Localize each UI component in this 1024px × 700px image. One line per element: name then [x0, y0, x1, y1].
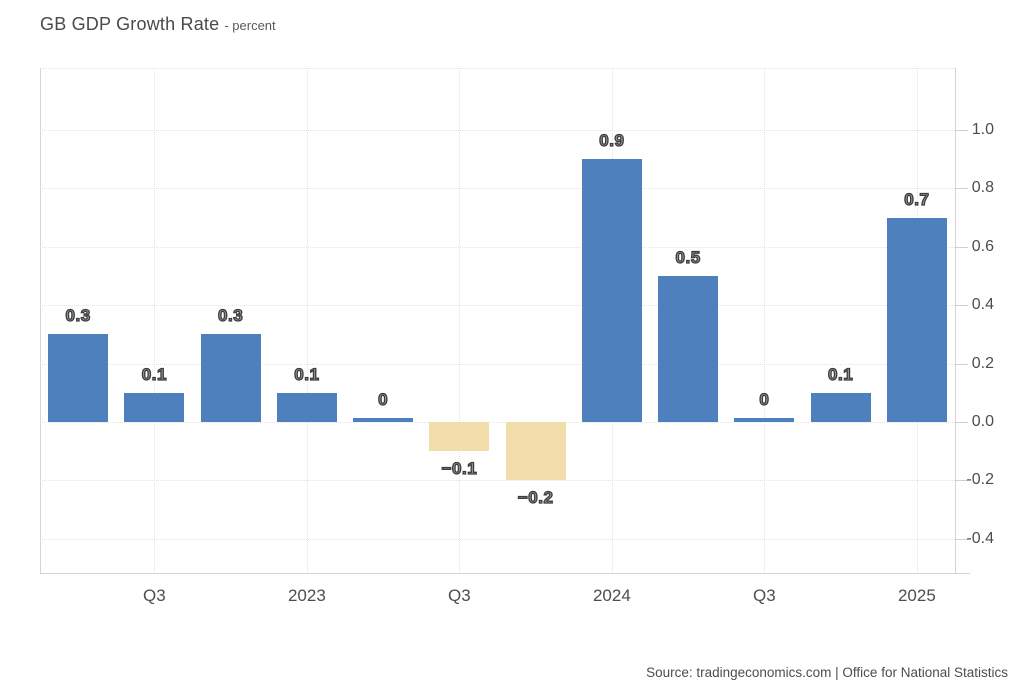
y-axis-label: 0.8: [971, 179, 994, 197]
y-axis-tick: [955, 363, 968, 365]
y-axis-label: 0.2: [971, 354, 994, 372]
y-axis-label: 0.4: [971, 296, 994, 314]
bar-value-label: 0.9: [599, 131, 625, 151]
bar-value-label: 0.1: [141, 364, 167, 384]
x-gridline: [764, 68, 766, 573]
y-axis-label: -0.4: [966, 529, 994, 547]
y-gridline: [40, 538, 955, 540]
plot-area: 1.0 0.8 0.6 0.4 0.2 0.0 -0.2 -0.4 Q3 2023 Q3 2024 Q3…: [40, 68, 994, 605]
bar-value-label: 0.1: [827, 364, 854, 384]
y-axis-tick: [955, 305, 968, 307]
y-axis-tick: [955, 422, 968, 423]
y-gridline: [40, 363, 955, 365]
x-gridline: [154, 68, 156, 573]
y-gridline: [40, 480, 955, 482]
y-axis-label: -0.2: [966, 471, 994, 489]
y-gridline: [40, 130, 955, 131]
y-gridline: [40, 422, 955, 423]
chart-bar[interactable]: [353, 418, 414, 422]
bar-value-label: 0: [759, 389, 770, 409]
y-axis-label: 0.6: [971, 237, 994, 255]
x-axis-label: 2025: [897, 586, 936, 605]
y-axis-tick: [955, 538, 968, 540]
chart-bar[interactable]: [810, 392, 871, 422]
bar-value-label: 0.5: [675, 247, 701, 267]
y-axis-tick: [955, 188, 968, 190]
chart-bar[interactable]: [658, 276, 719, 422]
x-axis-label: Q3: [753, 586, 776, 605]
bar-value-label: −0.1: [441, 459, 478, 479]
chart-bar[interactable]: [886, 217, 947, 422]
y-gridline: [40, 246, 955, 248]
x-axis-label: 2023: [287, 586, 326, 605]
chart-subtitle: - percent: [224, 18, 276, 33]
chart-bar[interactable]: [581, 159, 642, 422]
chart-title: GB GDP Growth Rate: [40, 14, 220, 34]
x-axis-line: [40, 573, 970, 574]
y-axis-tick: [955, 130, 968, 131]
x-axis-label: Q3: [143, 586, 166, 605]
y-axis-label: 1.0: [971, 121, 994, 138]
y-axis-line: [955, 68, 956, 573]
chart-bar[interactable]: [48, 334, 109, 422]
chart-bar[interactable]: [124, 392, 185, 422]
bar-value-label: −0.2: [517, 488, 554, 508]
chart-bar[interactable]: [505, 422, 566, 481]
source-attribution: Source: tradingeconomics.com | Office fo…: [646, 665, 1008, 680]
chart-bar[interactable]: [734, 418, 795, 422]
chart-bar[interactable]: [429, 422, 490, 452]
y-axis-tick: [955, 246, 968, 248]
chart-bar[interactable]: [276, 392, 337, 422]
y-gridline: [40, 188, 955, 190]
y-axis-label: 0.0: [971, 413, 994, 430]
y-gridline: [40, 305, 955, 307]
x-gridline: [459, 68, 461, 573]
x-gridline: [306, 68, 308, 573]
bar-value-label: 0.3: [217, 306, 244, 326]
bar-value-label: 0.3: [65, 306, 91, 326]
plot-border-left: [40, 68, 41, 573]
y-axis-tick: [955, 480, 968, 482]
bar-value-label: 0.7: [904, 189, 930, 209]
chart-bar[interactable]: [200, 334, 261, 422]
bar-value-label: 0: [377, 389, 389, 409]
bar-value-label: 0.1: [294, 364, 320, 384]
x-axis-label: 2024: [592, 586, 631, 605]
chart-header: GB GDP Growth Rate - percent: [40, 14, 276, 35]
plot-border-top: [40, 68, 955, 69]
x-axis-label: Q3: [448, 586, 471, 605]
